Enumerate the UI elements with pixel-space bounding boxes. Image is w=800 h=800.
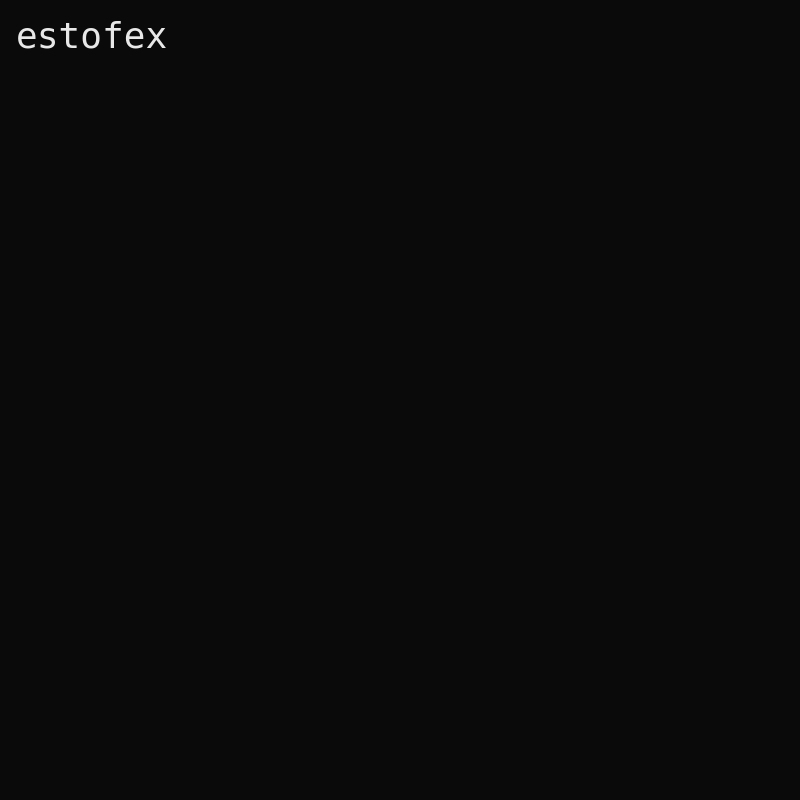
Text: estofex: estofex bbox=[16, 20, 168, 54]
